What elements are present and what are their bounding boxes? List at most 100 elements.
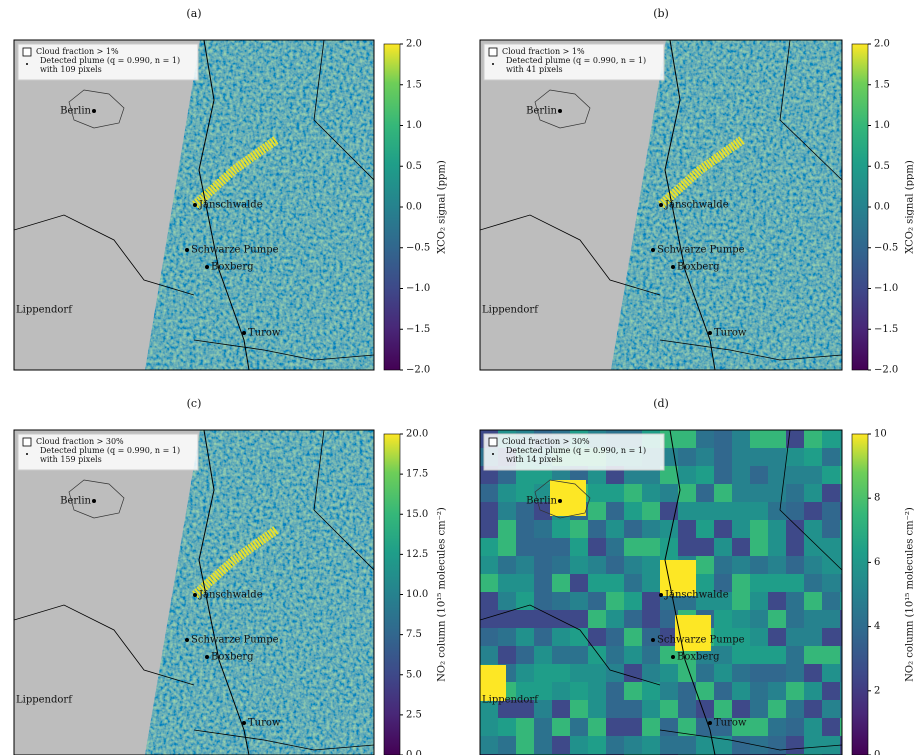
map-cell [822, 646, 840, 664]
city-dot [671, 655, 675, 659]
colorbar-tick-label: 1.5 [874, 79, 890, 90]
map-cell [624, 682, 642, 700]
colorbar-tick-label: 0.5 [874, 161, 890, 172]
map-cell [768, 664, 786, 682]
map-cell [624, 610, 642, 628]
map-cell [588, 574, 606, 592]
map-cell [732, 502, 750, 520]
map-cell [768, 646, 786, 664]
city-dot [659, 203, 663, 207]
colorbar-tick-label: 2.5 [406, 709, 422, 720]
map-cell [678, 520, 696, 538]
map-cell [624, 592, 642, 610]
legend-text: Cloud fraction > 30% [36, 437, 124, 446]
map-cell [660, 484, 678, 502]
city-label: Jänschwalde [664, 200, 729, 211]
map-cell [696, 538, 714, 556]
map-cell [588, 628, 606, 646]
colorbar [852, 44, 868, 370]
map-cell [750, 466, 768, 484]
colorbar-tick-label: 20.0 [406, 429, 428, 440]
city-label: Jänschwalde [198, 590, 263, 601]
map-cell [606, 718, 624, 736]
map-cell [480, 592, 498, 610]
map-cell [552, 628, 570, 646]
city-dot [185, 638, 189, 642]
map-cell [480, 718, 498, 736]
map-cell [588, 538, 606, 556]
map-cell [714, 466, 732, 484]
map-cell [768, 682, 786, 700]
map-cell [642, 664, 660, 682]
legend-swatch [23, 48, 31, 56]
map-cell [516, 610, 534, 628]
map-cell [768, 736, 786, 754]
panel: (b) BerlinJänschwaldeSchwarze PumpeBoxber… [480, 7, 914, 376]
map-cell [642, 574, 660, 592]
map-cell [480, 574, 498, 592]
map-cell [714, 664, 732, 682]
colorbar-tick-label: 0.0 [406, 202, 422, 213]
map-cell [822, 628, 840, 646]
map-cell [498, 646, 516, 664]
colorbar [852, 434, 868, 755]
city-label: Lippendorf [482, 305, 539, 316]
colorbar-tick-label: 1.0 [874, 120, 890, 131]
map-cell [498, 520, 516, 538]
map-cell [678, 430, 696, 448]
map-cell [498, 484, 516, 502]
city-dot [651, 638, 655, 642]
map-cell [552, 682, 570, 700]
map-cell [570, 736, 588, 754]
map-cell [552, 700, 570, 718]
map-cell [822, 520, 840, 538]
city-dot [651, 248, 655, 252]
map-cell [750, 664, 768, 682]
map-cell [570, 610, 588, 628]
city-dot [708, 331, 712, 335]
map-cell [822, 610, 840, 628]
hot-cell [675, 615, 711, 651]
panel: (c)BerlinJänschwaldeSchwarze PumpeBoxber… [14, 397, 448, 755]
map-cell [804, 430, 822, 448]
city-dot [242, 721, 246, 725]
map-cell [624, 484, 642, 502]
colorbar-label: XCO₂ signal (ppm) [437, 160, 448, 254]
map-cell [822, 682, 840, 700]
map-cell [498, 502, 516, 520]
map-cell [570, 556, 588, 574]
map-cell [498, 610, 516, 628]
colorbar-tick-label: 0.0 [406, 750, 422, 755]
map-cell [516, 664, 534, 682]
map-cell [750, 610, 768, 628]
panel-label: (b) [653, 7, 669, 20]
map-cell [732, 574, 750, 592]
colorbar-tick-label: 4 [874, 621, 880, 632]
map-cell [588, 484, 606, 502]
map-cell [786, 646, 804, 664]
map-cell [480, 628, 498, 646]
map-cell [714, 448, 732, 466]
map-cell [786, 736, 804, 754]
map-cell [606, 610, 624, 628]
map-cell [750, 556, 768, 574]
map-cell [498, 592, 516, 610]
map-cell [516, 520, 534, 538]
map-cell [732, 466, 750, 484]
map-cell [642, 592, 660, 610]
map-cell [606, 682, 624, 700]
map-cell [804, 466, 822, 484]
map-cell [570, 592, 588, 610]
map-cell [624, 700, 642, 718]
map-cell [660, 664, 678, 682]
map-cell [822, 448, 840, 466]
map-cell [732, 610, 750, 628]
map-cell [804, 646, 822, 664]
map-cell [552, 538, 570, 556]
legend-text: Cloud fraction > 1% [36, 47, 119, 56]
map-cell [786, 556, 804, 574]
map-cell [624, 664, 642, 682]
map-cell [534, 664, 552, 682]
colorbar-tick-label: 15.0 [406, 509, 428, 520]
